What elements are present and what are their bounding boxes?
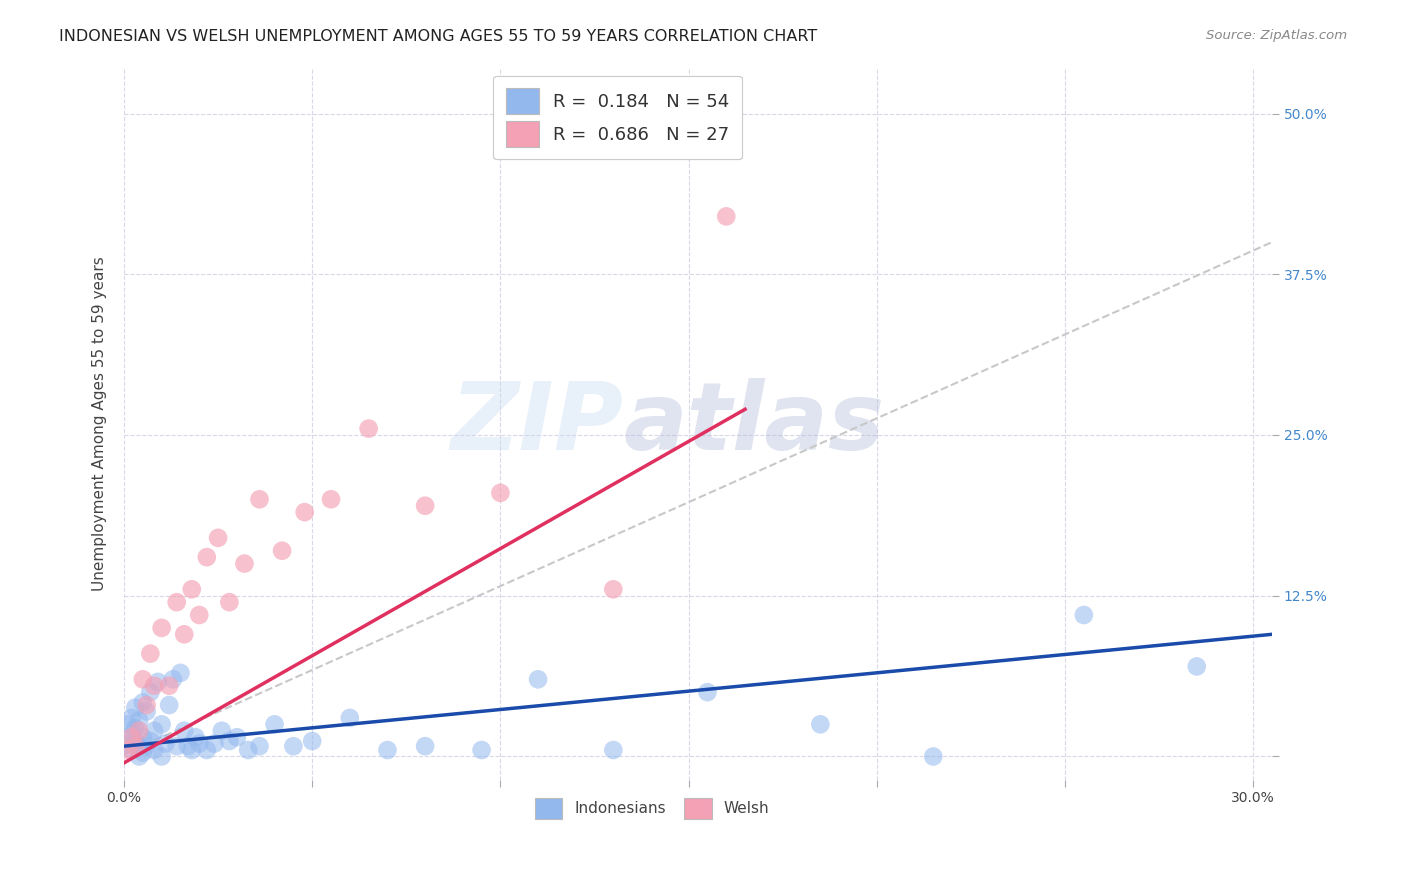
Text: INDONESIAN VS WELSH UNEMPLOYMENT AMONG AGES 55 TO 59 YEARS CORRELATION CHART: INDONESIAN VS WELSH UNEMPLOYMENT AMONG A… [59, 29, 817, 45]
Point [132, 746, 155, 760]
Point [139, 734, 162, 748]
Point [249, 492, 271, 507]
Legend: Indonesians, Welsh: Indonesians, Welsh [529, 791, 776, 825]
Point [121, 730, 143, 744]
Point [357, 421, 380, 435]
Point [413, 499, 436, 513]
Point [121, 743, 143, 757]
Point [124, 721, 146, 735]
Point [150, 717, 173, 731]
Point [150, 621, 173, 635]
Point [238, 743, 260, 757]
Point [143, 743, 166, 757]
Point [233, 557, 256, 571]
Point [128, 723, 150, 738]
Point [218, 595, 240, 609]
Point [207, 531, 229, 545]
Point [1185, 659, 1208, 673]
Point [413, 739, 436, 754]
Point [184, 730, 207, 744]
Point [128, 749, 150, 764]
Point [716, 210, 738, 224]
Point [128, 739, 150, 754]
Text: ZIP: ZIP [450, 378, 623, 470]
Point [180, 743, 202, 757]
Point [489, 486, 512, 500]
Point [124, 739, 146, 754]
Point [249, 739, 271, 754]
Point [139, 685, 162, 699]
Point [150, 749, 173, 764]
Point [1073, 607, 1095, 622]
Point [143, 679, 166, 693]
Point [319, 492, 342, 507]
Point [527, 673, 550, 687]
Point [195, 743, 218, 757]
Point [128, 714, 150, 728]
Point [146, 674, 169, 689]
Point [301, 734, 323, 748]
Point [135, 698, 157, 712]
Point [180, 582, 202, 597]
Point [283, 739, 305, 754]
Point [124, 700, 146, 714]
Point [117, 717, 139, 731]
Point [121, 726, 143, 740]
Point [211, 723, 233, 738]
Point [263, 717, 285, 731]
Point [188, 737, 211, 751]
Point [121, 711, 143, 725]
Point [155, 737, 177, 751]
Point [132, 696, 155, 710]
Point [226, 730, 249, 744]
Point [166, 595, 188, 609]
Point [117, 743, 139, 757]
Point [218, 734, 240, 748]
Point [135, 739, 157, 754]
Point [117, 737, 139, 751]
Point [173, 723, 195, 738]
Point [169, 665, 191, 680]
Point [139, 647, 162, 661]
Point [339, 711, 361, 725]
Point [696, 685, 718, 699]
Point [157, 679, 180, 693]
Y-axis label: Unemployment Among Ages 55 to 59 years: Unemployment Among Ages 55 to 59 years [93, 257, 107, 591]
Point [922, 749, 945, 764]
Point [132, 730, 155, 744]
Point [271, 543, 294, 558]
Point [132, 673, 155, 687]
Point [124, 734, 146, 748]
Point [173, 627, 195, 641]
Point [135, 705, 157, 719]
Point [602, 743, 624, 757]
Point [294, 505, 316, 519]
Point [602, 582, 624, 597]
Point [157, 698, 180, 712]
Point [377, 743, 399, 757]
Point [202, 737, 225, 751]
Point [808, 717, 831, 731]
Text: Source: ZipAtlas.com: Source: ZipAtlas.com [1206, 29, 1347, 43]
Point [143, 723, 166, 738]
Text: atlas: atlas [623, 378, 884, 470]
Point [188, 607, 211, 622]
Point [162, 673, 184, 687]
Point [166, 739, 188, 754]
Point [195, 550, 218, 565]
Point [177, 739, 200, 754]
Point [471, 743, 494, 757]
